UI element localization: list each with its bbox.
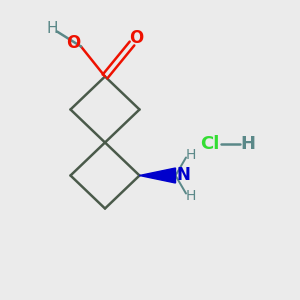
Text: O: O [66,34,81,52]
Text: H: H [185,148,196,162]
Text: Cl: Cl [200,135,220,153]
Text: H: H [185,189,196,202]
Text: H: H [47,21,58,36]
Text: H: H [240,135,255,153]
Text: N: N [176,167,190,184]
Text: O: O [129,29,144,47]
Polygon shape [140,168,175,183]
